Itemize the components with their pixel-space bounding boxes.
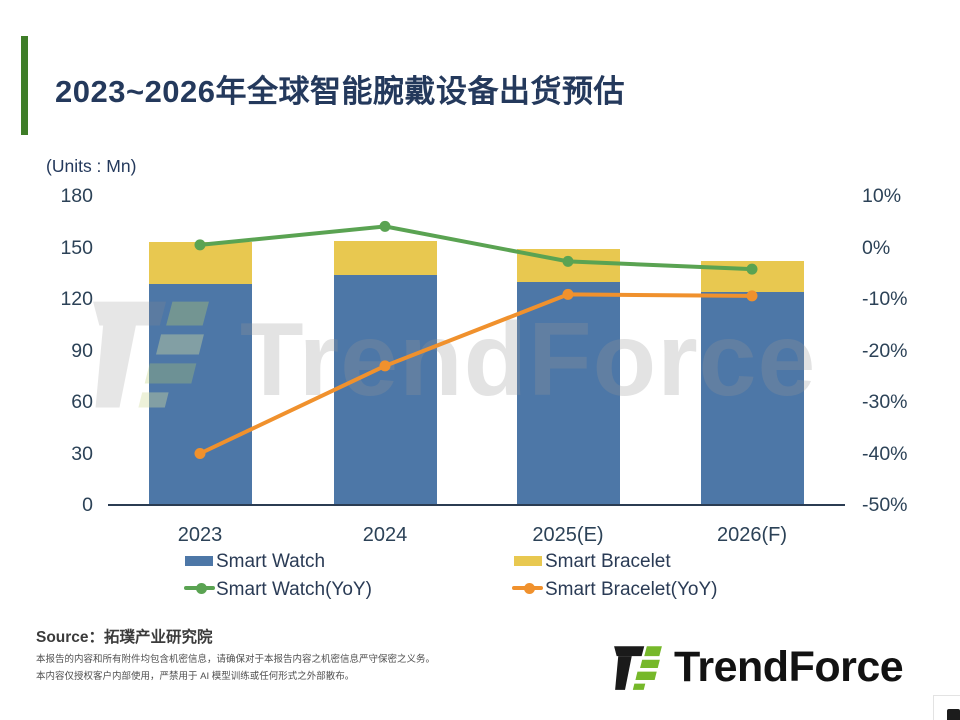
trendforce-logo-icon — [614, 646, 662, 690]
axis-unit-label: (Units : Mn) — [46, 156, 137, 176]
y-axis-left-tick: 180 — [60, 185, 93, 207]
y-axis-right-tick: -40% — [862, 442, 908, 465]
legend-label-smart-bracelet-yoy: Smart Bracelet(YoY) — [545, 579, 718, 600]
bar-smart-bracelet-2024 — [333, 240, 437, 275]
y-axis-right-tick: -10% — [862, 288, 908, 310]
legend-label-smart-bracelet: Smart Bracelet — [545, 551, 671, 572]
title-accent-bar — [21, 36, 28, 135]
x-axis-label: 2024 — [362, 524, 408, 546]
y-axis-right-tick: -20% — [862, 339, 908, 362]
legend-dot-marker-smart-bracelet-yoy — [524, 583, 535, 594]
y-axis-left-tick: 30 — [71, 442, 93, 465]
bar-smart-bracelet-2026(F) — [700, 261, 804, 293]
y-axis-left-tick: 120 — [60, 288, 93, 310]
y-axis-left-tick: 60 — [71, 391, 93, 413]
line-smart-watch-yoy- — [198, 224, 754, 272]
page-title: 2023~2026年全球智能腕戴设备出货预估 — [55, 74, 626, 109]
y-axis-right-tick: 10% — [862, 185, 902, 207]
corner-artifact-mark — [947, 709, 960, 720]
y-axis-left-tick: 0 — [82, 494, 93, 516]
legend-swatch-smart-watch — [185, 556, 213, 566]
y-axis-left-tick: 90 — [71, 339, 93, 362]
x-axis-label: 2023 — [177, 524, 223, 546]
disclaimer-line-1: 本报告的内容和所有附件均包含机密信息，请确保对于本报告内容之机密信息严守保密之义… — [36, 654, 436, 665]
disclaimer-line-2: 本内容仅授权客户内部使用，严禁用于 AI 模型训练或任何形式之外部散布。 — [36, 671, 355, 682]
bar-smart-watch-2026(F) — [700, 292, 804, 505]
legend-label-smart-watch: Smart Watch — [216, 551, 326, 572]
bar-smart-watch-2024 — [333, 274, 437, 505]
y-axis-right-tick: -30% — [862, 391, 908, 413]
legend-label-smart-watch-yoy: Smart Watch(YoY) — [216, 579, 372, 600]
trendforce-logo: TrendForce — [612, 642, 904, 691]
y-axis-right-tick: 0% — [862, 236, 891, 259]
corner-artifact — [933, 695, 960, 720]
source-label: Source：拓璞产业研究院 — [36, 629, 213, 646]
bar-smart-bracelet-2025(E) — [516, 249, 620, 282]
legend-dot-marker-smart-watch-yoy — [196, 583, 207, 594]
x-axis-line — [108, 504, 845, 506]
legend-swatch-smart-bracelet — [514, 556, 542, 566]
data-point — [379, 220, 391, 232]
x-axis-label: 2025(E) — [532, 524, 604, 546]
x-axis-label: 2026(F) — [716, 524, 788, 546]
bar-smart-bracelet-2023 — [148, 242, 252, 284]
bar-smart-watch-2023 — [148, 283, 252, 505]
trendforce-logo-text: TrendForce — [674, 642, 904, 691]
y-axis-right-tick: -50% — [862, 494, 908, 516]
line-smart-bracelet-yoy- — [198, 292, 754, 456]
y-axis-left-tick: 150 — [60, 236, 93, 259]
bar-smart-watch-2025(E) — [516, 281, 620, 505]
